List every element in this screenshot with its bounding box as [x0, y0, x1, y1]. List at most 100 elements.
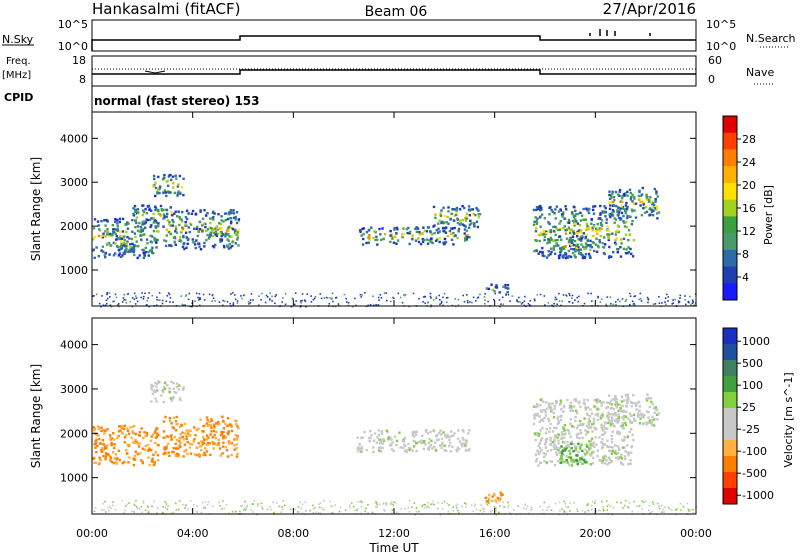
- time-axis-label: Time UT: [368, 541, 419, 554]
- power-near-range-cell: [346, 301, 348, 303]
- power-echo-cell: [194, 212, 198, 216]
- power-echo-cell: [442, 206, 445, 209]
- power-echo-cell: [619, 255, 623, 258]
- velocity-near-range-cell: [162, 512, 164, 514]
- power-near-range-cell: [361, 294, 363, 296]
- colorbar-tick-label: -25: [742, 423, 760, 436]
- power-echo-cell: [554, 244, 558, 248]
- power-near-range-cell: [211, 300, 213, 302]
- velocity-near-range-cell: [218, 501, 220, 504]
- power-echo-cell: [490, 283, 493, 286]
- power-echo-cell: [359, 230, 362, 233]
- velocity-echo-cell: [624, 394, 628, 397]
- velocity-echo-cell: [175, 415, 178, 419]
- velocity-near-range-cell: [433, 503, 435, 506]
- velocity-echo-cell: [634, 404, 638, 408]
- power-near-range-cell: [267, 296, 269, 298]
- power-echo-cell: [174, 230, 177, 233]
- velocity-echo-cell: [147, 448, 151, 452]
- power-echo-cell: [411, 238, 414, 241]
- power-near-range-cell: [212, 297, 215, 299]
- velocity-near-range-cell: [314, 507, 316, 509]
- power-echo-cell: [579, 231, 582, 234]
- velocity-echo-cell: [363, 430, 366, 434]
- velocity-echo-cell: [587, 427, 590, 430]
- power-echo-cell: [625, 225, 629, 229]
- velocity-echo-cell: [635, 402, 638, 405]
- velocity-near-range-cell: [584, 511, 586, 513]
- velocity-echo-cell: [623, 455, 627, 458]
- velocity-echo-cell: [170, 380, 173, 384]
- power-echo-cell: [465, 229, 469, 233]
- power-near-range-cell: [117, 302, 120, 305]
- velocity-echo-cell: [629, 459, 632, 462]
- velocity-echo-cell: [602, 429, 605, 432]
- velocity-echo-cell: [572, 442, 575, 446]
- velocity-echo-cell: [540, 410, 543, 414]
- velocity-echo-cell: [443, 449, 446, 452]
- power-echo-cell: [196, 234, 199, 238]
- velocity-echo-cell: [652, 424, 656, 427]
- velocity-near-range-cell: [486, 503, 489, 506]
- power-echo-cell: [612, 204, 616, 207]
- power-near-range-cell: [109, 304, 112, 306]
- power-echo-cell: [613, 221, 616, 224]
- velocity-echo-cell: [143, 448, 147, 451]
- velocity-near-range-cell: [497, 511, 500, 514]
- power-near-range-cell: [117, 304, 119, 306]
- velocity-echo-cell: [217, 443, 221, 447]
- power-near-range-cell: [95, 293, 98, 296]
- power-echo-cell: [640, 193, 644, 196]
- power-echo-cell: [118, 252, 121, 255]
- velocity-near-range-cell: [400, 508, 403, 510]
- velocity-echo-cell: [595, 399, 598, 402]
- velocity-echo-cell: [150, 449, 153, 452]
- velocity-near-range-cell: [203, 507, 205, 509]
- power-echo-cell: [455, 208, 458, 212]
- velocity-echo-cell: [589, 440, 593, 443]
- power-echo-cell: [198, 245, 201, 248]
- velocity-near-range-cell: [108, 505, 111, 508]
- power-echo-cell: [652, 209, 655, 212]
- power-echo-cell: [176, 192, 180, 195]
- velocity-echo-cell: [560, 408, 563, 411]
- power-echo-cell: [541, 246, 544, 250]
- velocity-echo-cell: [596, 414, 600, 417]
- velocity-echo-cell: [456, 446, 460, 449]
- velocity-near-range-cell: [296, 511, 299, 513]
- velocity-echo-region: [162, 415, 240, 458]
- velocity-echo-cell: [399, 446, 402, 449]
- velocity-near-range-cell: [301, 503, 304, 505]
- power-echo-cell: [616, 251, 619, 254]
- power-echo-cell: [133, 204, 137, 208]
- power-echo-cell: [449, 232, 453, 235]
- power-echo-cell: [173, 212, 176, 215]
- velocity-near-range-cell: [371, 511, 374, 514]
- power-echo-cell: [568, 255, 571, 258]
- power-near-range-cell: [110, 305, 113, 308]
- velocity-echo-cell: [621, 416, 624, 419]
- power-echo-cell: [185, 224, 188, 227]
- power-echo-cell: [539, 233, 542, 237]
- power-echo-cell: [195, 239, 198, 242]
- velocity-echo-cell: [570, 446, 573, 450]
- velocity-echo-cell: [649, 397, 653, 400]
- power-echo-cell: [561, 246, 564, 250]
- power-echo-cell: [574, 249, 578, 252]
- power-echo-cell: [464, 219, 468, 222]
- velocity-echo-cell: [557, 460, 560, 463]
- velocity-near-range-cell: [539, 505, 542, 508]
- power-echo-cell: [389, 240, 392, 244]
- power-near-range-cell: [633, 295, 635, 298]
- power-echo-cell: [585, 226, 588, 229]
- power-echo-cell: [643, 211, 647, 214]
- power-near-range-cell: [161, 299, 164, 302]
- power-echo-cell: [213, 227, 217, 231]
- power-near-range-cell: [462, 294, 464, 297]
- power-near-range-cell: [516, 300, 518, 303]
- power-echo-cell: [616, 206, 620, 209]
- velocity-echo-cell: [443, 434, 447, 437]
- velocity-echo-cell: [107, 453, 110, 456]
- power-echo-cell: [176, 185, 180, 188]
- velocity-near-range-cell: [676, 508, 678, 510]
